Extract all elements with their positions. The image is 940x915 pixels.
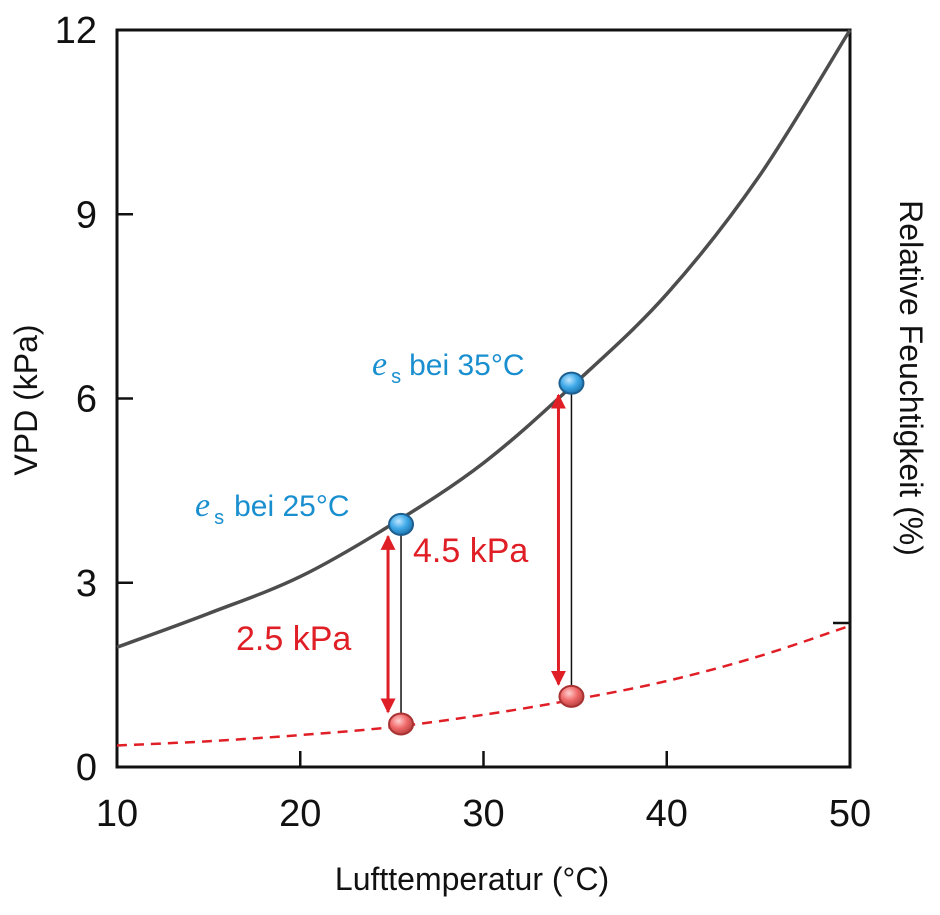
annotation-es-35: e s bei 35°C	[372, 346, 525, 388]
annotation-es-25-subscript: s	[214, 507, 224, 529]
x-tick-label: 40	[646, 793, 688, 835]
y-tick-label: 9	[76, 194, 97, 236]
y-tick-label: 3	[76, 563, 97, 605]
series-line-solid	[116, 29, 852, 649]
actual-pressure-point	[558, 684, 585, 708]
series-line-dashed	[116, 624, 851, 747]
annotation-es-35-symbol: e	[372, 346, 387, 383]
annotation-diff-35: 4.5 kPa	[413, 532, 528, 570]
y-tick-label: 6	[76, 379, 97, 421]
saturation-point	[388, 512, 415, 536]
actual-pressure-point	[388, 712, 415, 736]
y-tick-label: 12	[55, 10, 97, 52]
annotation-es-25-label: bei 25°C	[234, 490, 349, 523]
x-tick-label: 30	[462, 793, 504, 835]
x-axis-title: Lufttemperatur (°C)	[335, 861, 609, 897]
plot-frame	[115, 28, 852, 769]
y-tick-label: 0	[76, 747, 97, 789]
x-tick-label: 20	[279, 793, 321, 835]
right-axis-title: Relative Feuchtigkeit (%)	[893, 200, 929, 556]
annotation-es-35-label: bei 35°C	[409, 349, 524, 382]
annotation-es-25-symbol: e	[195, 487, 210, 524]
x-tick-label: 10	[96, 793, 138, 835]
annotation-es-35-subscript: s	[391, 366, 401, 388]
annotation-es-25: e s bei 25°C	[195, 487, 350, 529]
saturation-point	[558, 371, 585, 395]
annotation-diff-25: 2.5 kPa	[236, 620, 351, 658]
y-axis-title: VPD (kPa)	[8, 324, 44, 475]
x-tick-label: 50	[829, 793, 871, 835]
